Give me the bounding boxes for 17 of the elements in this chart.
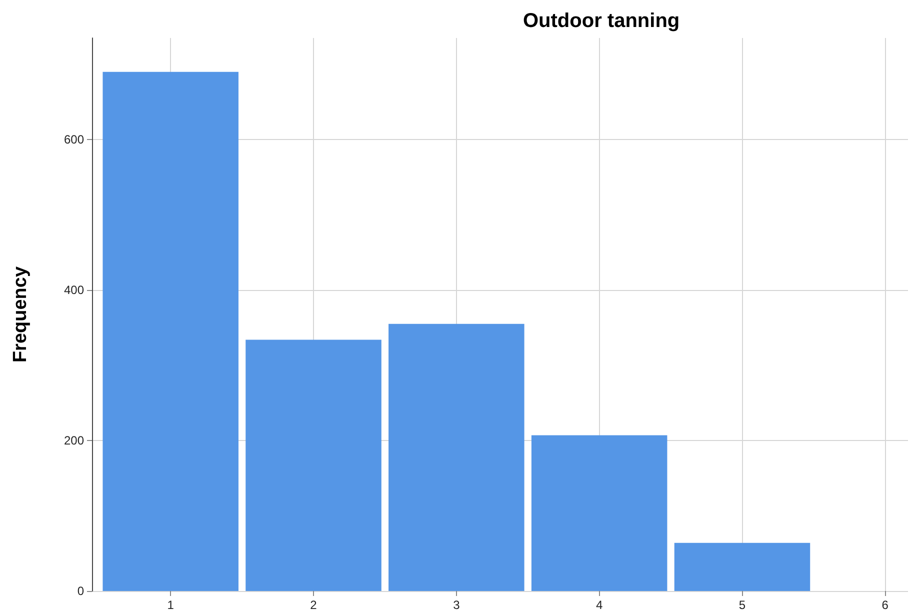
bar <box>674 542 810 591</box>
x-tick-label: 2 <box>310 598 318 612</box>
chart-title: Outdoor tanning <box>523 10 680 32</box>
bar <box>388 324 524 591</box>
y-tick-label: 600 <box>64 132 84 147</box>
x-tick-label: 1 <box>167 598 174 612</box>
bar <box>531 435 668 591</box>
y-tick-label: 0 <box>77 584 84 598</box>
x-tick-label: 5 <box>738 598 746 612</box>
bar <box>102 72 238 591</box>
x-tick-label: 4 <box>596 598 603 612</box>
x-tick-label: 6 <box>882 598 889 612</box>
y-tick-label: 200 <box>64 434 84 448</box>
y-axis-title: Frequency <box>10 266 31 363</box>
x-tick-label: 3 <box>453 598 460 612</box>
bar <box>246 340 382 591</box>
y-tick-label: 400 <box>64 283 84 298</box>
